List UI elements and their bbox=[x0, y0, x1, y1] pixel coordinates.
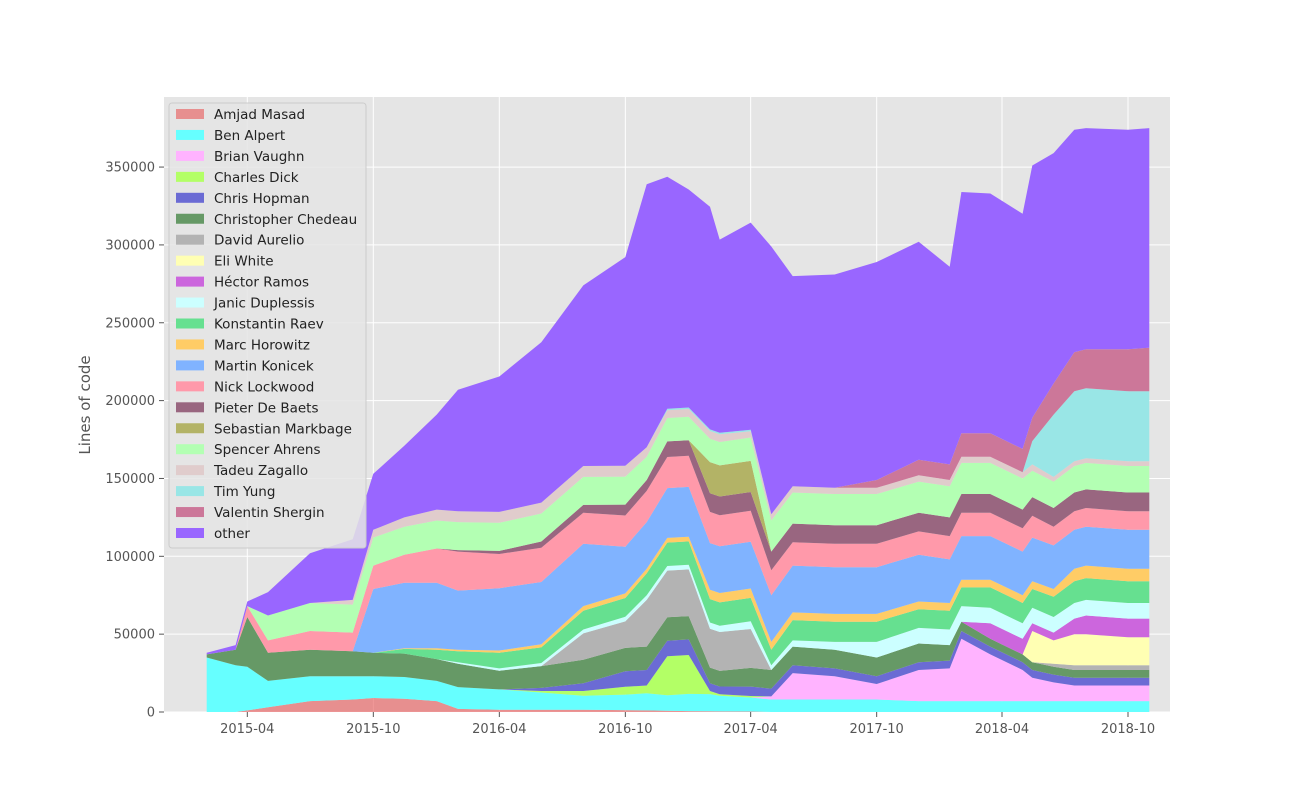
y-tick-label: 250000 bbox=[105, 316, 155, 331]
x-tick-label: 2016-10 bbox=[598, 722, 652, 737]
legend-swatch-pieter-de-baets bbox=[176, 402, 204, 413]
legend-box bbox=[168, 102, 367, 549]
legend-swatch-marc-horowitz bbox=[176, 339, 204, 350]
legend-label-marc-horowitz: Marc Horowitz bbox=[214, 337, 310, 353]
legend-label-valentin-shergin: Valentin Shergin bbox=[214, 505, 325, 521]
y-tick-label: 150000 bbox=[105, 472, 155, 487]
y-axis-label: Lines of code bbox=[76, 355, 94, 454]
x-tick-label: 2015-04 bbox=[220, 722, 274, 737]
y-tick-label: 300000 bbox=[105, 238, 155, 253]
legend-swatch-ben-alpert bbox=[176, 129, 204, 140]
axis-ticks: 0 50000 100000 150000 200000 250000 300000 3500… bbox=[105, 161, 1155, 737]
area-christopher-chedeau bbox=[206, 616, 1150, 690]
legend-swatch-hector-ramos bbox=[176, 276, 204, 287]
legend-label-amjad-masad: Amjad Masad bbox=[214, 107, 305, 123]
area-charles-dick bbox=[206, 638, 1150, 698]
area-brian-vaughn bbox=[206, 638, 1150, 702]
area-series bbox=[206, 128, 1150, 712]
x-tick-label: 2015-10 bbox=[346, 722, 400, 737]
legend-label-christopher-chedeau: Christopher Chedeau bbox=[214, 212, 357, 228]
legend-swatch-chris-hopman bbox=[176, 192, 204, 203]
legend-swatch-amjad-masad bbox=[176, 109, 204, 119]
legend-label-ben-alpert: Ben Alpert bbox=[214, 128, 285, 144]
area-david-aurelio bbox=[206, 569, 1150, 671]
legend-label-spencer-ahrens: Spencer Ahrens bbox=[214, 442, 321, 458]
y-tick-label: 200000 bbox=[105, 394, 155, 409]
legend-swatch-valentin-shergin bbox=[176, 507, 204, 518]
legend-label-pieter-de-baets: Pieter De Baets bbox=[214, 400, 319, 416]
x-tick-label: 2018-04 bbox=[975, 722, 1029, 737]
area-tim-yung bbox=[206, 388, 1150, 655]
legend-label-chris-hopman: Chris Hopman bbox=[214, 191, 310, 207]
y-tick-label: 350000 bbox=[105, 161, 155, 176]
legend-swatch-konstantin-raev bbox=[176, 318, 204, 329]
legend-label-tim-yung: Tim Yung bbox=[213, 484, 275, 500]
legend-label-charles-dick: Charles Dick bbox=[214, 170, 299, 186]
legend-label-nick-lockwood: Nick Lockwood bbox=[214, 379, 314, 395]
legend-label-eli-white: Eli White bbox=[214, 254, 274, 270]
legend-swatch-janic-duplessis bbox=[176, 297, 204, 308]
x-tick-label: 2017-04 bbox=[723, 722, 777, 737]
area-ben-alpert bbox=[206, 657, 1150, 712]
legend-swatch-eli-white bbox=[176, 255, 204, 266]
legend-label-hector-ramos: Héctor Ramos bbox=[214, 275, 309, 291]
legend-swatch-brian-vaughn bbox=[176, 150, 204, 161]
legend-swatch-tadeu-zagallo bbox=[176, 465, 204, 476]
legend-swatch-martin-konicek bbox=[176, 360, 204, 371]
legend-label-tadeu-zagallo: Tadeu Zagallo bbox=[213, 463, 308, 479]
x-tick-label: 2017-10 bbox=[850, 722, 904, 737]
legend-swatch-spencer-ahrens bbox=[176, 444, 204, 455]
legend-swatch-charles-dick bbox=[176, 171, 204, 182]
legend-label-other: other bbox=[214, 526, 250, 542]
legend-label-david-aurelio: David Aurelio bbox=[214, 233, 304, 249]
legend-label-janic-duplessis: Janic Duplessis bbox=[213, 296, 315, 312]
area-other bbox=[206, 128, 1150, 655]
x-tick-label: 2016-04 bbox=[472, 722, 526, 737]
area-konstantin-raev bbox=[206, 541, 1150, 669]
area-eli-white bbox=[206, 569, 1150, 671]
legend-label-martin-konicek: Martin Konicek bbox=[214, 358, 314, 374]
legend-label-konstantin-raev: Konstantin Raev bbox=[214, 317, 324, 333]
legend-swatch-david-aurelio bbox=[176, 234, 204, 245]
legend-swatch-christopher-chedeau bbox=[176, 213, 204, 224]
area-martin-konicek bbox=[206, 486, 1150, 655]
legend-swatch-sebastian-markbage bbox=[176, 423, 204, 434]
area-chris-hopman bbox=[206, 631, 1150, 697]
area-amjad-masad bbox=[206, 698, 1150, 712]
legend-swatch-nick-lockwood bbox=[176, 381, 204, 392]
legend-swatch-tim-yung bbox=[176, 486, 204, 497]
legend-swatch-other bbox=[176, 528, 204, 538]
legend: Amjad Masad Ben Alpert Brian Vaughn Charles… bbox=[168, 102, 367, 549]
legend-label-brian-vaughn: Brian Vaughn bbox=[214, 149, 304, 165]
y-tick-label: 0 bbox=[147, 706, 155, 721]
area-janic-duplessis bbox=[206, 564, 1150, 671]
x-tick-label: 2018-10 bbox=[1101, 722, 1155, 737]
y-tick-label: 50000 bbox=[114, 628, 155, 643]
area-spencer-ahrens bbox=[206, 416, 1150, 655]
y-tick-label: 100000 bbox=[105, 550, 155, 565]
area-nick-lockwood bbox=[206, 455, 1150, 655]
legend-label-sebastian-markbage: Sebastian Markbage bbox=[214, 421, 352, 437]
